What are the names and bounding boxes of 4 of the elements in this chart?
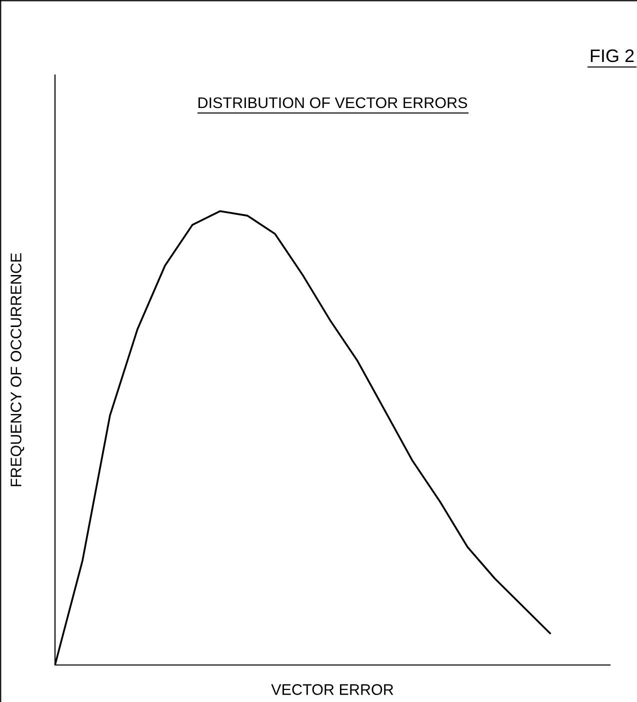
x-axis-title: VECTOR ERROR — [271, 684, 394, 695]
chart-title: DISTRIBUTION OF VECTOR ERRORS — [198, 97, 468, 108]
y-axis-title: FREQUENCY OF OCCURRENCE — [10, 253, 24, 486]
caption: FIG 2 — [590, 49, 634, 62]
